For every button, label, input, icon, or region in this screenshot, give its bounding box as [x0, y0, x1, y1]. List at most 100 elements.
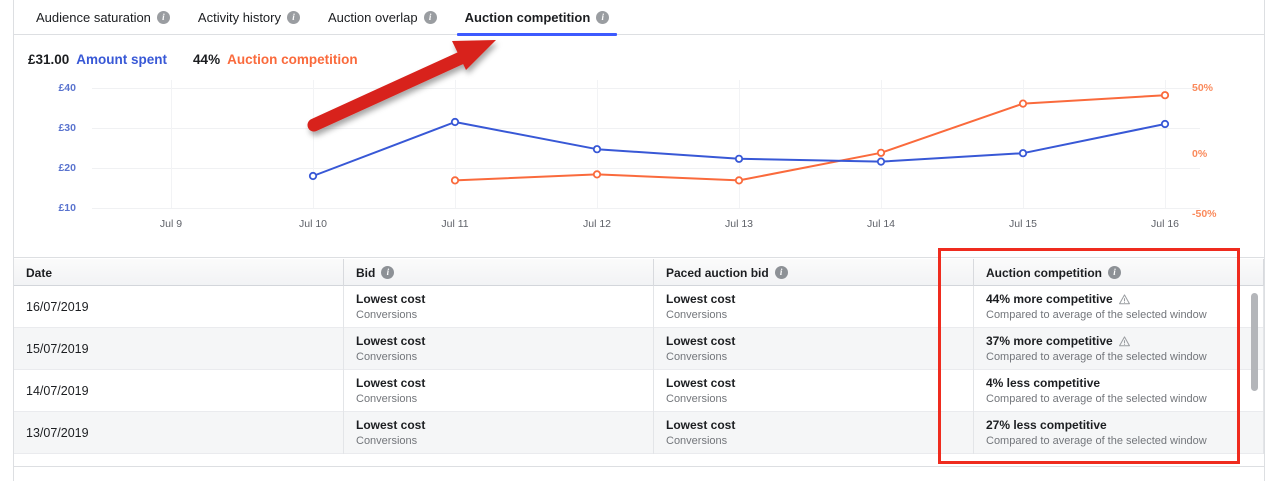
legend-item-auction-competition[interactable]: 44% Auction competition: [193, 52, 358, 67]
data-point-marker[interactable]: [734, 176, 744, 185]
legend-value: 44%: [193, 52, 221, 67]
tab-label: Audience saturation: [36, 9, 151, 25]
bid-subtext: Conversions: [356, 435, 418, 447]
chart-panel: £31.00 Amount spent 44% Auction competit…: [14, 36, 1264, 258]
data-point-marker[interactable]: [876, 157, 886, 166]
tab-auction-competition[interactable]: Auction competition i: [451, 0, 624, 36]
y-axis-left-tick: £10: [58, 202, 76, 214]
data-point-marker[interactable]: [592, 145, 602, 154]
series-line-amount-spent: [312, 121, 1166, 177]
x-axis-tick: Jul 14: [866, 218, 896, 230]
table-header-paced-auction-bid[interactable]: Paced auction bid i: [654, 259, 974, 286]
data-point-marker[interactable]: [592, 170, 602, 179]
x-axis-tick: Jul 10: [298, 218, 328, 230]
tab-audience-saturation[interactable]: Audience saturation i: [22, 0, 184, 35]
cell-paced-auction-bid: Lowest cost Conversions: [654, 370, 974, 412]
info-icon[interactable]: i: [596, 10, 610, 24]
paced-bid-value: Lowest cost: [666, 334, 736, 348]
column-label: Bid: [356, 265, 376, 280]
y-axis-left-tick: £20: [58, 162, 76, 174]
legend-value: £31.00: [28, 52, 70, 67]
gridline: [92, 208, 1200, 209]
bid-value: Lowest cost: [356, 292, 426, 306]
competition-value: 37% more competitive: [986, 334, 1250, 349]
tab-label: Auction overlap: [328, 9, 418, 25]
warning-triangle-icon: [1118, 294, 1130, 305]
competition-value: 27% less competitive: [986, 418, 1250, 433]
info-icon[interactable]: i: [287, 10, 300, 24]
table-row[interactable]: 14/07/2019 Lowest cost Conversions Lowest c…: [14, 370, 1264, 412]
warning-triangle-icon: [1118, 336, 1130, 347]
data-point-marker[interactable]: [450, 176, 460, 185]
legend-label: Amount spent: [76, 52, 168, 67]
bid-value: Lowest cost: [356, 376, 426, 390]
column-label: Auction competition: [986, 265, 1102, 280]
data-point-marker[interactable]: [1018, 99, 1028, 108]
info-icon[interactable]: i: [774, 266, 788, 279]
x-axis-tick: Jul 16: [1150, 218, 1180, 230]
x-axis-tick: Jul 9: [159, 218, 183, 230]
data-point-marker[interactable]: [1160, 91, 1170, 100]
gridline-vertical: [171, 80, 172, 208]
info-icon[interactable]: i: [381, 266, 395, 279]
series-markers-auction-competition: [450, 91, 1170, 185]
competition-text: 37% more competitive: [986, 334, 1113, 348]
tab-activity-history[interactable]: Activity history i: [184, 0, 314, 35]
data-point-marker[interactable]: [876, 148, 886, 157]
panel-right-border: [1264, 0, 1265, 481]
cell-paced-auction-bid: Lowest cost Conversions: [654, 286, 974, 328]
competition-subtext: Compared to average of the selected wind…: [986, 309, 1207, 321]
x-axis-tick: Jul 12: [582, 218, 612, 230]
table-header-date[interactable]: Date: [14, 259, 344, 286]
paced-bid-subtext: Conversions: [666, 309, 728, 321]
cell-auction-competition: 4% less competitive Compared to average o…: [974, 370, 1250, 412]
cell-bid: Lowest cost Conversions: [344, 370, 654, 412]
date-value: 15/07/2019: [26, 342, 89, 356]
table-header-auction-competition[interactable]: Auction competition i: [974, 259, 1250, 286]
cell-spacer: [1250, 328, 1264, 370]
y-axis-right-tick: -50%: [1192, 208, 1217, 220]
cell-paced-auction-bid: Lowest cost Conversions: [654, 328, 974, 370]
legend-item-amount-spent[interactable]: £31.00 Amount spent: [28, 52, 167, 67]
data-point-marker[interactable]: [734, 154, 744, 163]
gridline-vertical: [455, 80, 456, 208]
chart-legend: £31.00 Amount spent 44% Auction competit…: [28, 52, 358, 67]
cell-bid: Lowest cost Conversions: [344, 328, 654, 370]
table-header-bid[interactable]: Bid i: [344, 259, 654, 286]
info-icon[interactable]: i: [156, 10, 170, 24]
data-point-marker[interactable]: [308, 171, 318, 181]
data-point-marker[interactable]: [450, 117, 460, 127]
table-header-row: Date Bid i Paced auction bid i Auction c…: [14, 259, 1264, 286]
table-row[interactable]: 13/07/2019 Lowest cost Conversions Lowest c…: [14, 412, 1264, 454]
data-point-marker[interactable]: [1018, 149, 1028, 158]
info-icon[interactable]: i: [1108, 266, 1121, 279]
paced-bid-subtext: Conversions: [666, 393, 728, 405]
gridline: [92, 128, 1200, 129]
gridline-vertical: [597, 80, 598, 208]
info-icon[interactable]: i: [423, 10, 437, 24]
table-row[interactable]: 15/07/2019 Lowest cost Conversions Lowest c…: [14, 328, 1264, 370]
x-axis-tick: Jul 11: [441, 218, 469, 230]
y-axis-left-tick: £30: [58, 122, 76, 134]
tab-auction-overlap[interactable]: Auction overlap i: [314, 0, 451, 35]
cell-spacer: [1250, 370, 1264, 412]
competition-subtext: Compared to average of the selected wind…: [986, 435, 1207, 447]
column-label: Paced auction bid: [666, 265, 769, 280]
gridline-vertical: [1165, 80, 1166, 208]
bid-subtext: Conversions: [356, 393, 418, 405]
competition-text: 44% more competitive: [986, 292, 1113, 306]
table-row[interactable]: 16/07/2019 Lowest cost Conversions Lowest c…: [14, 286, 1264, 328]
date-value: 14/07/2019: [26, 384, 89, 398]
bid-subtext: Conversions: [356, 351, 418, 363]
competition-text: 27% less competitive: [986, 418, 1107, 432]
y-axis-right-tick: 50%: [1192, 82, 1214, 94]
cell-bid: Lowest cost Conversions: [344, 286, 654, 328]
cell-auction-competition: 44% more competitive Compared to average …: [974, 286, 1250, 328]
cell-date: 13/07/2019: [14, 412, 344, 454]
data-point-marker[interactable]: [1160, 119, 1170, 129]
paced-bid-subtext: Conversions: [666, 351, 728, 363]
table-scrollbar-thumb[interactable]: [1251, 293, 1258, 391]
table-header-spacer: [1250, 259, 1264, 286]
cell-spacer: [1250, 412, 1264, 454]
